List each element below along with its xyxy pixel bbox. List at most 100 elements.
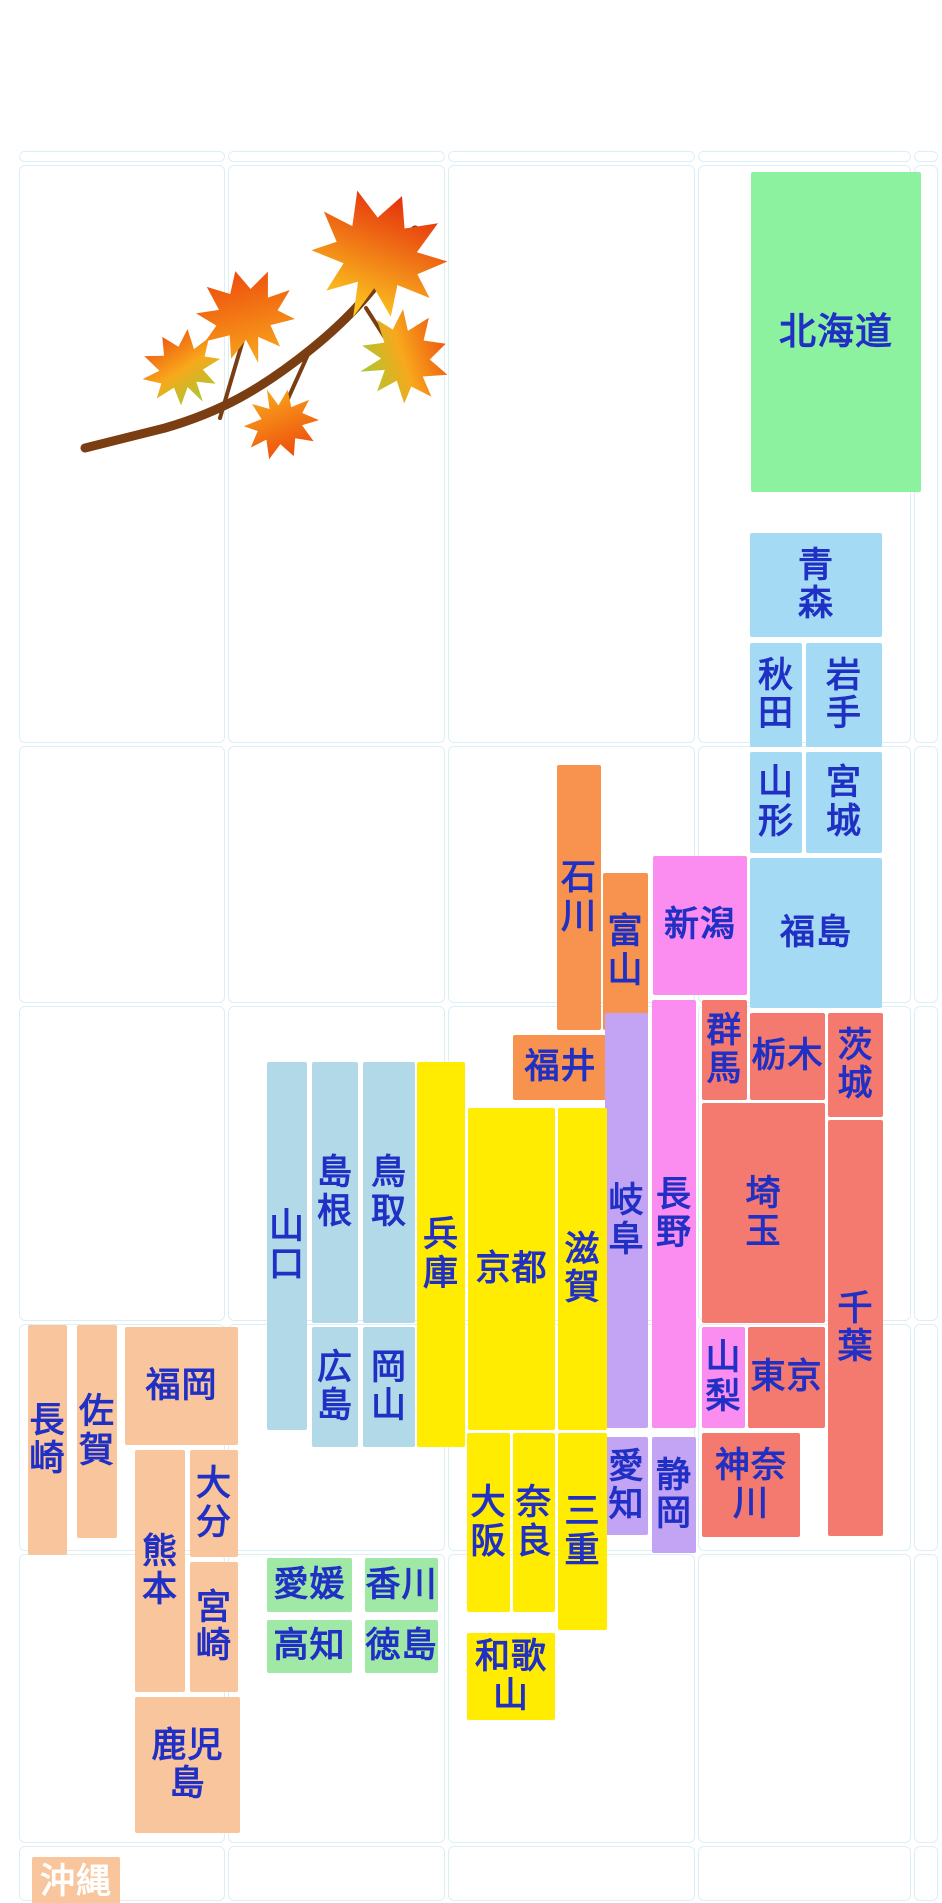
background-grid-cell (698, 1846, 911, 1901)
prefecture-label-saitama: 埼 玉 (745, 1173, 782, 1252)
prefecture-nara: 奈 良 (513, 1433, 555, 1612)
prefecture-label-tokyo: 東京 (750, 1357, 823, 1398)
prefecture-label-kagoshima: 鹿児 島 (151, 1725, 224, 1804)
background-grid-cell (698, 151, 911, 162)
prefecture-fukui: 福井 (513, 1035, 608, 1100)
background-grid-cell (19, 165, 225, 743)
prefecture-label-chiba: 千 葉 (837, 1288, 874, 1367)
prefecture-label-nara: 奈 良 (515, 1483, 552, 1562)
prefecture-yamanashi: 山 梨 (702, 1327, 745, 1428)
prefecture-label-fukui: 福井 (524, 1047, 597, 1088)
prefecture-kochi: 高知 (267, 1620, 352, 1673)
background-grid-cell (914, 1554, 938, 1843)
background-grid-cell (914, 746, 938, 1003)
background-grid-cell (228, 746, 445, 1003)
prefecture-chiba: 千 葉 (828, 1120, 883, 1536)
prefecture-label-miyazaki: 宮 崎 (195, 1587, 232, 1666)
background-grid-cell (19, 1006, 225, 1321)
prefecture-gifu: 岐 阜 (605, 1013, 648, 1428)
prefecture-label-ishikawa: 石 川 (560, 858, 597, 937)
prefecture-fukuoka: 福岡 (125, 1327, 238, 1445)
prefecture-label-kumamoto: 熊 本 (141, 1531, 178, 1610)
prefecture-shiga: 滋 賀 (558, 1108, 607, 1430)
prefecture-kanagawa: 神奈 川 (702, 1433, 800, 1537)
prefecture-osaka: 大 阪 (467, 1433, 510, 1612)
prefecture-kyoto: 京都 (468, 1108, 555, 1430)
prefecture-label-kochi: 高知 (273, 1626, 346, 1667)
prefecture-label-aichi: 愛 知 (608, 1446, 645, 1525)
background-grid-cell (19, 151, 225, 162)
prefecture-label-nagano: 長 野 (655, 1174, 692, 1253)
prefecture-nagano: 長 野 (652, 1000, 696, 1428)
prefecture-aichi: 愛 知 (605, 1437, 648, 1535)
prefecture-label-ehime: 愛媛 (273, 1564, 346, 1605)
prefecture-label-shiga: 滋 賀 (564, 1229, 601, 1308)
prefecture-label-mie: 三 重 (564, 1492, 601, 1571)
prefecture-miyagi: 宮 城 (806, 752, 882, 853)
prefecture-okinawa: 沖縄 (32, 1857, 120, 1903)
prefecture-saga: 佐 賀 (77, 1325, 117, 1538)
prefecture-tottori: 鳥 取 (363, 1062, 415, 1323)
prefecture-ishikawa: 石 川 (557, 765, 601, 1030)
prefecture-toyama: 富 山 (603, 873, 648, 1030)
prefecture-label-shizuoka: 静 岡 (655, 1455, 692, 1534)
prefecture-label-fukushima: 福島 (779, 912, 852, 953)
prefecture-hokkaido: 北海道 (751, 172, 921, 492)
prefecture-label-osaka: 大 阪 (470, 1483, 507, 1562)
prefecture-shimane: 島 根 (312, 1062, 358, 1323)
prefecture-okayama: 岡 山 (363, 1327, 415, 1447)
prefecture-label-fukuoka: 福岡 (145, 1365, 218, 1406)
prefecture-label-akita: 秋 田 (757, 655, 794, 734)
prefecture-tokushima: 徳島 (365, 1620, 438, 1673)
prefecture-niigata: 新潟 (653, 856, 747, 995)
prefecture-kagawa: 香川 (365, 1558, 438, 1612)
background-grid-cell (448, 165, 695, 743)
prefecture-label-okayama: 岡 山 (370, 1347, 407, 1426)
prefecture-kumamoto: 熊 本 (135, 1450, 185, 1692)
prefecture-label-hokkaido: 北海道 (779, 309, 893, 353)
prefecture-nagasaki: 長 崎 (28, 1325, 67, 1555)
background-grid-cell (914, 1846, 938, 1901)
prefecture-label-aomori: 青 森 (797, 545, 834, 624)
background-grid-cell (914, 1324, 938, 1551)
maple-leaf (345, 300, 460, 416)
prefecture-miyazaki: 宮 崎 (190, 1562, 238, 1692)
prefecture-akita: 秋 田 (750, 643, 802, 747)
prefecture-label-oita: 大 分 (195, 1464, 232, 1543)
prefecture-label-shimane: 島 根 (316, 1153, 353, 1232)
background-grid-cell (914, 151, 938, 162)
prefecture-iwate: 岩 手 (806, 643, 882, 747)
prefecture-label-toyama: 富 山 (607, 912, 644, 991)
prefecture-label-nagasaki: 長 崎 (29, 1400, 66, 1479)
prefecture-label-iwate: 岩 手 (825, 655, 862, 734)
prefecture-label-tottori: 鳥 取 (370, 1153, 407, 1232)
prefecture-shizuoka: 静 岡 (652, 1437, 696, 1553)
background-grid-cell (448, 151, 695, 162)
prefecture-fukushima: 福島 (750, 858, 882, 1008)
prefecture-label-kanagawa: 神奈 川 (714, 1445, 787, 1524)
prefecture-tokyo: 東京 (748, 1327, 825, 1428)
prefecture-label-kyoto: 京都 (475, 1248, 548, 1289)
prefecture-mie: 三 重 (558, 1433, 607, 1630)
prefecture-gunma: 群 馬 (702, 1000, 747, 1100)
background-grid-cell (914, 1006, 938, 1321)
prefecture-oita: 大 分 (190, 1450, 238, 1557)
prefecture-yamaguchi: 山 口 (267, 1062, 307, 1430)
prefecture-hiroshima: 広 島 (312, 1327, 358, 1447)
prefecture-label-hiroshima: 広 島 (316, 1347, 353, 1426)
prefecture-label-tokushima: 徳島 (365, 1626, 438, 1667)
prefecture-label-gifu: 岐 阜 (608, 1181, 645, 1260)
maple-leaf (291, 190, 464, 343)
prefecture-aomori: 青 森 (750, 533, 882, 637)
prefecture-label-miyagi: 宮 城 (825, 763, 862, 842)
prefecture-label-niigata: 新潟 (663, 905, 736, 946)
prefecture-label-yamaguchi: 山 口 (268, 1206, 305, 1285)
prefecture-label-wakayama: 和歌 山 (474, 1637, 547, 1716)
prefecture-hyogo: 兵 庫 (417, 1062, 465, 1447)
prefecture-ehime: 愛媛 (267, 1558, 352, 1612)
background-grid-cell (19, 746, 225, 1003)
prefecture-kagoshima: 鹿児 島 (135, 1697, 240, 1833)
prefecture-label-hyogo: 兵 庫 (422, 1215, 459, 1294)
background-grid-cell (228, 151, 445, 162)
prefecture-label-tochigi: 栃木 (751, 1036, 824, 1077)
